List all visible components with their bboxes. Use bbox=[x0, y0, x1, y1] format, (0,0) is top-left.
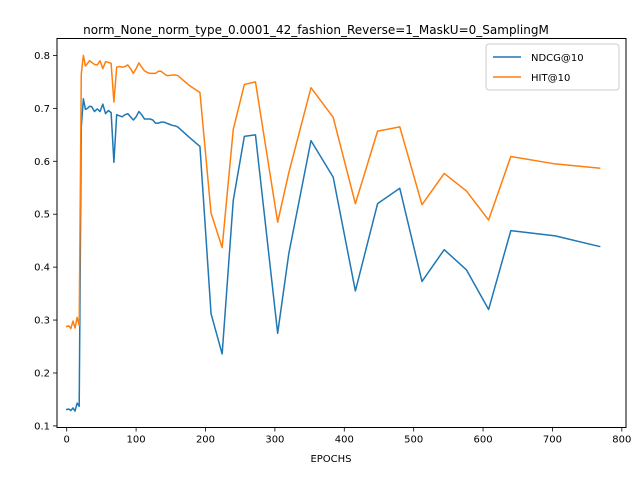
x-axis-label: EPOCHS bbox=[310, 454, 351, 465]
x-tick-label: 800 bbox=[612, 435, 631, 446]
x-tick-label: 200 bbox=[196, 435, 215, 446]
y-tick-label: 0.6 bbox=[34, 157, 50, 168]
x-tick-label: 600 bbox=[474, 435, 493, 446]
series-line-ndcg-10 bbox=[65, 98, 601, 412]
x-tick-label: 700 bbox=[543, 435, 562, 446]
axes-frame bbox=[56, 38, 627, 428]
series-line-hit-10 bbox=[65, 54, 601, 330]
legend-box bbox=[485, 43, 620, 91]
y-tick-label: 0.5 bbox=[34, 210, 50, 221]
x-tick-label: 400 bbox=[335, 435, 354, 446]
x-tick-label: 300 bbox=[265, 435, 284, 446]
legend: NDCG@10 HIT@10 bbox=[485, 43, 620, 91]
plot-area bbox=[65, 54, 601, 412]
y-axis-ticks: 0.1 0.2 0.3 0.4 0.5 0.6 0.7 0.8 bbox=[34, 51, 57, 432]
y-tick-label: 0.1 bbox=[34, 421, 50, 432]
legend-label-ndcg: NDCG@10 bbox=[531, 53, 584, 64]
y-tick-label: 0.2 bbox=[34, 368, 50, 379]
legend-label-hit: HIT@10 bbox=[531, 73, 570, 84]
y-tick-label: 0.8 bbox=[34, 51, 50, 62]
y-tick-label: 0.7 bbox=[34, 104, 50, 115]
x-axis-ticks: 0 100 200 300 400 500 600 700 800 bbox=[64, 427, 631, 446]
y-tick-label: 0.4 bbox=[34, 263, 50, 274]
x-tick-label: 500 bbox=[404, 435, 423, 446]
y-tick-label: 0.3 bbox=[34, 316, 50, 327]
chart-title: norm_None_norm_type_0.0001_42_fashion_Re… bbox=[83, 23, 549, 37]
x-tick-label: 0 bbox=[64, 435, 70, 446]
x-tick-label: 100 bbox=[127, 435, 146, 446]
